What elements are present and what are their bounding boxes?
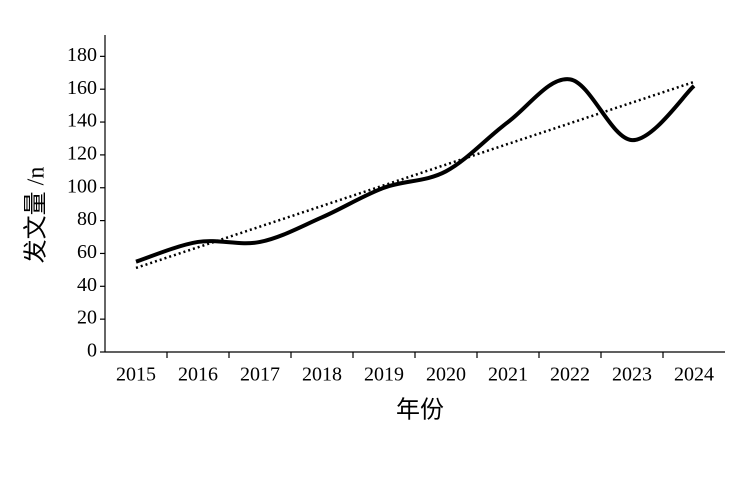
- x-tick-label: 2023: [612, 364, 652, 386]
- y-tick-label: 100: [67, 175, 97, 197]
- x-tick-label: 2021: [488, 364, 528, 386]
- data-line: [135, 77, 696, 264]
- y-tick-label: 60: [77, 241, 97, 263]
- y-tick-label: 80: [77, 208, 97, 230]
- x-axis-label: 年份: [396, 397, 444, 424]
- y-tick-label: 140: [67, 110, 97, 132]
- trendline: [135, 80, 695, 270]
- y-tick-label: 120: [67, 142, 97, 164]
- y-tick-label: 40: [77, 274, 97, 296]
- x-tick-label: 2016: [178, 364, 218, 386]
- x-tick-label: 2017: [240, 364, 280, 386]
- x-tick-label: 2020: [426, 364, 466, 386]
- y-axis-label: 发文量 /n: [23, 167, 50, 264]
- y-tick-label: 0: [87, 340, 97, 362]
- x-tick-label: 2018: [302, 364, 342, 386]
- y-tick-label: 160: [67, 77, 97, 99]
- x-tick-label: 2019: [364, 364, 404, 386]
- y-tick-label: 20: [77, 307, 97, 329]
- x-tick-label: 2024: [674, 364, 714, 386]
- y-tick-label: 180: [67, 44, 97, 66]
- x-tick-label: 2022: [550, 364, 590, 386]
- x-tick-label: 2015: [116, 364, 156, 386]
